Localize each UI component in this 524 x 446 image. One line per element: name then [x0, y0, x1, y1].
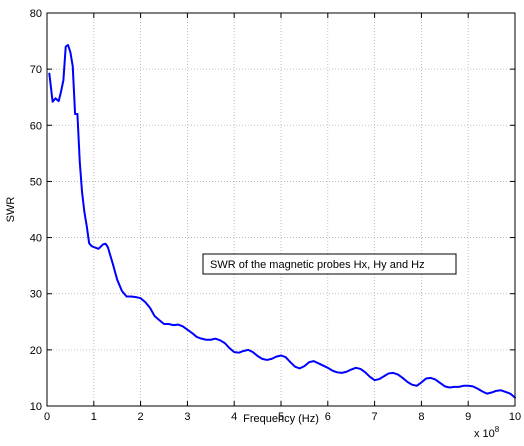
- x-tick-label: 6: [325, 411, 331, 423]
- annotation-text: SWR of the magnetic probes Hx, Hy and Hz: [210, 259, 425, 271]
- x-tick-label: 7: [372, 411, 378, 423]
- y-axis-label: SWR: [5, 197, 17, 223]
- y-tick-label: 30: [30, 289, 42, 301]
- x-tick-label: 3: [184, 411, 190, 423]
- x-tick-label: 0: [44, 411, 50, 423]
- y-tick-label: 70: [30, 64, 42, 76]
- swr-series-line: [48, 44, 516, 399]
- y-tick-label: 60: [30, 120, 42, 132]
- x-axis-multiplier: x 108: [474, 425, 500, 440]
- axis-ticks: 0 1 2 3 4 5 6 7 8 9 10 10 20 30 40 50 60 70 80: [30, 8, 521, 423]
- y-tick-label: 50: [30, 176, 42, 188]
- annotation-box: SWR of the magnetic probes Hx, Hy and Hz: [202, 253, 457, 275]
- x-tick-label: 5: [278, 411, 284, 423]
- x-tick-label: 4: [231, 411, 237, 423]
- y-tick-label: 80: [30, 8, 42, 20]
- y-tick-label: 20: [30, 345, 42, 357]
- x-axis-multiplier-base: x 10: [474, 428, 495, 440]
- x-tick-label: 9: [465, 411, 471, 423]
- x-tick-label: 8: [418, 411, 424, 423]
- x-axis-label: Frequency (Hz): [243, 413, 319, 425]
- x-tick-label: 2: [138, 411, 144, 423]
- y-tick-label: 10: [30, 401, 42, 413]
- grid-lines: [47, 13, 515, 406]
- y-tick-label: 40: [30, 233, 42, 245]
- x-tick-label: 10: [509, 411, 521, 423]
- plot-area: [47, 13, 515, 406]
- annotation-frame: [202, 253, 457, 275]
- x-tick-label: 1: [91, 411, 97, 423]
- x-axis-multiplier-exponent: 8: [495, 425, 500, 434]
- series-layer: [48, 44, 516, 399]
